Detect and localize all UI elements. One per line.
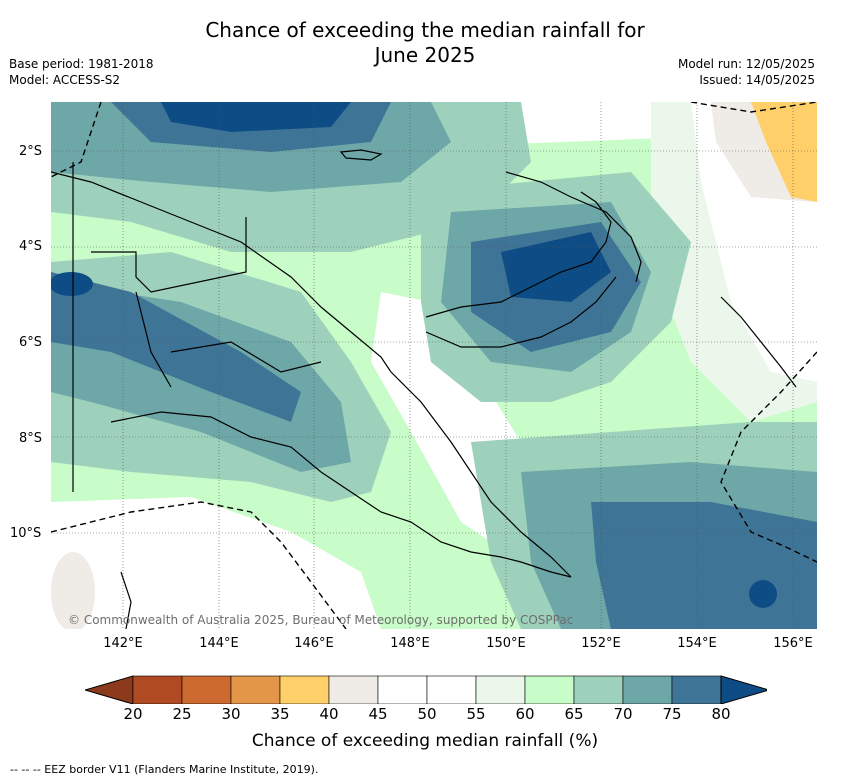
new-britain xyxy=(425,191,612,318)
colorbar-tick-label: 50 xyxy=(417,705,437,723)
contour-80-east xyxy=(501,232,611,302)
colorbar-title: Chance of exceeding median rainfall (%) xyxy=(251,731,599,751)
colorbar-tick-label: 65 xyxy=(564,705,584,723)
new-britain-south xyxy=(425,276,617,348)
interior-province-1 xyxy=(91,217,247,293)
colorbar-cell xyxy=(132,675,183,704)
base-period: Base period: 1981-2018 xyxy=(9,57,154,71)
colorbar-cell xyxy=(573,675,624,704)
colorbar xyxy=(85,675,767,704)
lon-label-154e: 154°E xyxy=(677,636,717,651)
new-guinea-north-coast xyxy=(51,171,392,373)
manus xyxy=(339,149,383,161)
lat-label-2s: 2°S xyxy=(19,144,43,159)
lat-label-10s: 10°S xyxy=(10,526,42,541)
interior-province-2 xyxy=(135,291,172,388)
lat-label-6s: 6°S xyxy=(19,335,43,350)
colorbar-cell xyxy=(279,675,330,704)
colorbar-tick-label: 20 xyxy=(123,705,143,723)
map-copyright: © Commonwealth of Australia 2025, Bureau… xyxy=(68,613,573,627)
map-title-line1: Chance of exceeding the median rainfall … xyxy=(205,18,645,42)
interior-province-3 xyxy=(170,341,322,373)
eez-legend-note: -- -- -- EEZ border V11 (Flanders Marine… xyxy=(10,763,319,776)
colorbar-cell xyxy=(230,675,281,704)
colorbar-cell xyxy=(377,675,428,704)
colorbar-tick-label: 80 xyxy=(711,705,731,723)
colorbar-tick-label: 55 xyxy=(466,705,486,723)
papuan-peninsula-east xyxy=(390,371,572,578)
contour-40-45-sw xyxy=(51,552,95,629)
colorbar-cell xyxy=(328,675,379,704)
colorbar-tick-label: 45 xyxy=(368,705,388,723)
lon-label-142e: 142°E xyxy=(103,636,143,651)
coastlines xyxy=(51,149,797,629)
colorbar-cell xyxy=(671,675,722,704)
torres-islands xyxy=(120,571,132,629)
contour-80-se xyxy=(749,580,777,608)
contour-80-north xyxy=(161,102,351,132)
meta-right: Model run: 12/05/2025 Issued: 14/05/2025 xyxy=(678,56,815,88)
contour-80-west xyxy=(51,272,93,296)
colorbar-cell xyxy=(622,675,673,704)
model-name: Model: ACCESS-S2 xyxy=(9,73,121,87)
lon-label-146e: 146°E xyxy=(294,636,334,651)
gridlines xyxy=(51,102,817,629)
colorbar-tick-label: 40 xyxy=(319,705,339,723)
colorbar-cells xyxy=(85,675,767,704)
colorbar-tick-label: 75 xyxy=(662,705,682,723)
lon-label-144e: 144°E xyxy=(199,636,239,651)
eez-north-west xyxy=(51,102,102,178)
colorbar-cell xyxy=(524,675,575,704)
contour-35-40-ne xyxy=(751,102,817,202)
eez-south xyxy=(51,501,347,629)
lon-label-150e: 150°E xyxy=(486,636,526,651)
issued-date: Issued: 14/05/2025 xyxy=(699,73,815,87)
lon-label-156e: 156°E xyxy=(773,636,813,651)
lat-label-4s: 4°S xyxy=(19,239,43,254)
eez-north-east xyxy=(690,102,817,113)
rainfall-map: © Commonwealth of Australia 2025, Bureau… xyxy=(51,102,817,629)
colorbar-tick-label: 25 xyxy=(172,705,192,723)
lon-label-148e: 148°E xyxy=(390,636,430,651)
model-run: Model run: 12/05/2025 xyxy=(677,57,815,71)
lat-label-8s: 8°S xyxy=(19,431,43,446)
colorbar-tick-label: 30 xyxy=(221,705,241,723)
meta-left: Base period: 1981-2018 Model: ACCESS-S2 xyxy=(9,56,154,88)
colorbar-tick-label: 70 xyxy=(613,705,633,723)
colorbar-extend-low xyxy=(85,675,134,704)
contour-45-55-sw xyxy=(51,497,381,629)
bougainville xyxy=(720,296,797,388)
new-guinea-south-coast xyxy=(110,411,572,578)
colorbar-tick-label: 60 xyxy=(515,705,535,723)
contour-75-80-se xyxy=(591,502,817,629)
colorbar-cell xyxy=(181,675,232,704)
colorbar-tick-label: 35 xyxy=(270,705,290,723)
colorbar-cell xyxy=(475,675,526,704)
lon-label-152e: 152°E xyxy=(581,636,621,651)
colorbar-cell xyxy=(426,675,477,704)
map-title: Chance of exceeding the median rainfall … xyxy=(0,18,850,68)
contour-75-80-west xyxy=(51,272,301,422)
colorbar-extend-high xyxy=(720,675,767,704)
map-title-line2: June 2025 xyxy=(374,43,476,67)
eez-borders xyxy=(51,102,817,629)
new-ireland xyxy=(505,171,642,283)
eez-east xyxy=(720,351,817,563)
